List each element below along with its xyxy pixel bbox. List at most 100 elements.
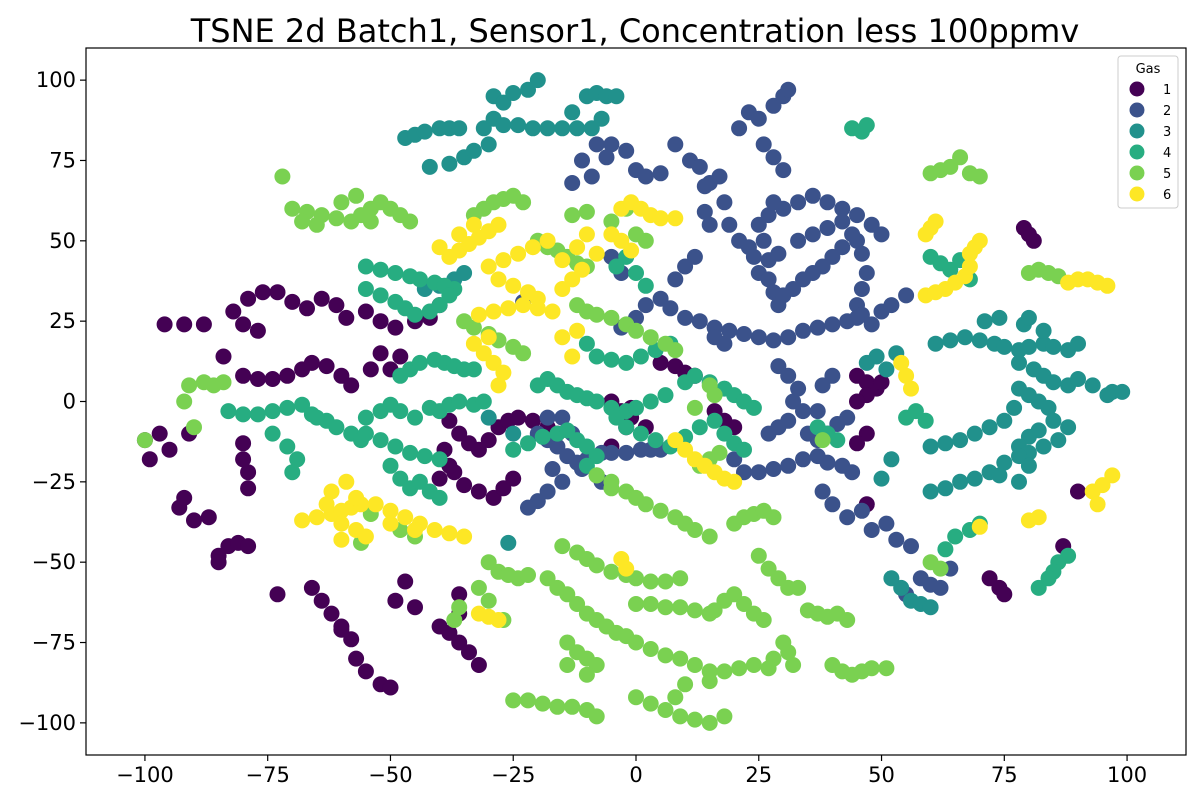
data-point-gas-4 xyxy=(1030,579,1047,596)
data-point-gas-6 xyxy=(623,242,640,259)
data-point-gas-3 xyxy=(1011,448,1027,465)
data-point-gas-5 xyxy=(672,708,689,725)
data-point-gas-6 xyxy=(524,239,541,256)
data-point-gas-6 xyxy=(485,303,502,320)
data-point-gas-2 xyxy=(691,158,708,175)
data-point-gas-5 xyxy=(603,309,620,326)
data-point-gas-2 xyxy=(539,409,556,426)
data-point-gas-1 xyxy=(451,425,468,442)
data-point-gas-4 xyxy=(402,444,419,461)
data-point-gas-5 xyxy=(657,573,674,590)
data-point-gas-4 xyxy=(249,406,266,423)
x-tick-label: 100 xyxy=(1107,763,1147,787)
data-point-gas-5 xyxy=(176,393,193,410)
data-point-gas-2 xyxy=(574,152,590,169)
data-point-gas-1 xyxy=(333,618,350,635)
data-point-gas-4 xyxy=(608,258,625,275)
data-point-gas-2 xyxy=(760,271,777,288)
data-point-gas-1 xyxy=(215,348,232,365)
data-point-gas-5 xyxy=(716,592,733,609)
data-point-gas-2 xyxy=(745,248,762,265)
data-point-gas-5 xyxy=(657,647,674,664)
data-point-gas-1 xyxy=(431,470,448,487)
data-point-gas-3 xyxy=(868,348,885,365)
data-point-gas-1 xyxy=(235,316,252,333)
data-point-gas-3 xyxy=(1035,322,1052,339)
data-point-gas-6 xyxy=(726,473,743,490)
data-point-gas-5 xyxy=(642,641,659,657)
y-tick-label: −25 xyxy=(32,470,76,494)
data-point-gas-4 xyxy=(907,403,924,420)
data-point-gas-6 xyxy=(893,354,910,371)
data-point-gas-5 xyxy=(657,702,674,718)
data-point-gas-1 xyxy=(387,592,404,609)
data-point-gas-5 xyxy=(878,660,895,677)
data-point-gas-1 xyxy=(441,624,458,641)
data-point-gas-5 xyxy=(333,194,350,211)
data-point-gas-2 xyxy=(731,120,748,137)
y-tick-label: −100 xyxy=(18,711,76,735)
data-point-gas-2 xyxy=(765,332,782,349)
data-point-gas-1 xyxy=(451,586,468,603)
data-point-gas-1 xyxy=(323,605,340,622)
data-point-gas-1 xyxy=(981,570,998,587)
data-point-gas-3 xyxy=(520,81,536,98)
data-point-gas-5 xyxy=(588,657,605,673)
data-point-gas-3 xyxy=(480,409,497,426)
chart-title: TSNE 2d Batch1, Sensor1, Concentration l… xyxy=(190,12,1080,50)
data-point-gas-2 xyxy=(883,297,900,314)
data-point-gas-6 xyxy=(961,258,978,275)
data-point-gas-6 xyxy=(323,483,340,500)
data-point-gas-5 xyxy=(186,419,202,436)
data-point-gas-2 xyxy=(834,200,851,217)
data-point-gas-5 xyxy=(559,586,576,603)
data-point-gas-4 xyxy=(829,432,846,449)
data-point-gas-2 xyxy=(858,265,875,281)
data-point-gas-2 xyxy=(755,136,772,153)
data-point-gas-5 xyxy=(446,612,463,628)
data-point-gas-4 xyxy=(628,399,644,416)
data-point-gas-1 xyxy=(338,309,355,326)
data-point-gas-5 xyxy=(765,509,782,526)
legend-title: Gas xyxy=(1136,62,1161,77)
data-point-gas-3 xyxy=(529,72,546,89)
data-point-gas-4 xyxy=(411,473,428,490)
data-point-gas-2 xyxy=(667,271,684,288)
data-point-gas-3 xyxy=(539,120,556,137)
data-point-gas-1 xyxy=(372,313,389,330)
data-point-gas-4 xyxy=(917,412,934,429)
data-point-gas-2 xyxy=(770,245,787,262)
data-point-gas-6 xyxy=(475,345,492,362)
data-point-gas-2 xyxy=(691,313,708,330)
data-point-gas-2 xyxy=(834,239,851,256)
data-point-gas-4 xyxy=(220,403,237,420)
data-point-gas-4 xyxy=(588,348,605,365)
data-point-gas-2 xyxy=(750,216,767,233)
data-point-gas-3 xyxy=(1060,419,1077,436)
data-point-gas-1 xyxy=(397,573,414,590)
data-point-gas-4 xyxy=(642,393,659,410)
data-point-gas-5 xyxy=(839,612,856,628)
data-point-gas-1 xyxy=(235,451,252,468)
data-point-gas-4 xyxy=(578,335,595,352)
data-point-gas-4 xyxy=(308,409,325,426)
data-point-gas-2 xyxy=(686,248,703,265)
data-point-gas-1 xyxy=(372,345,389,362)
data-point-gas-4 xyxy=(387,265,404,281)
data-point-gas-2 xyxy=(677,258,694,275)
legend-marker-gas-2 xyxy=(1129,102,1145,118)
data-point-gas-5 xyxy=(181,377,198,394)
data-point-gas-1 xyxy=(151,425,168,442)
data-point-gas-5 xyxy=(554,538,571,555)
data-point-gas-2 xyxy=(760,207,777,224)
data-point-gas-3 xyxy=(1045,412,1062,429)
data-point-gas-5 xyxy=(515,194,532,211)
data-point-gas-4 xyxy=(618,419,635,436)
data-point-gas-3 xyxy=(1020,428,1037,445)
data-point-gas-4 xyxy=(279,438,296,455)
data-point-gas-5 xyxy=(348,187,365,204)
data-point-gas-3 xyxy=(505,425,522,442)
data-point-gas-4 xyxy=(706,412,723,429)
data-point-gas-2 xyxy=(667,136,684,153)
data-point-gas-6 xyxy=(1099,277,1116,294)
